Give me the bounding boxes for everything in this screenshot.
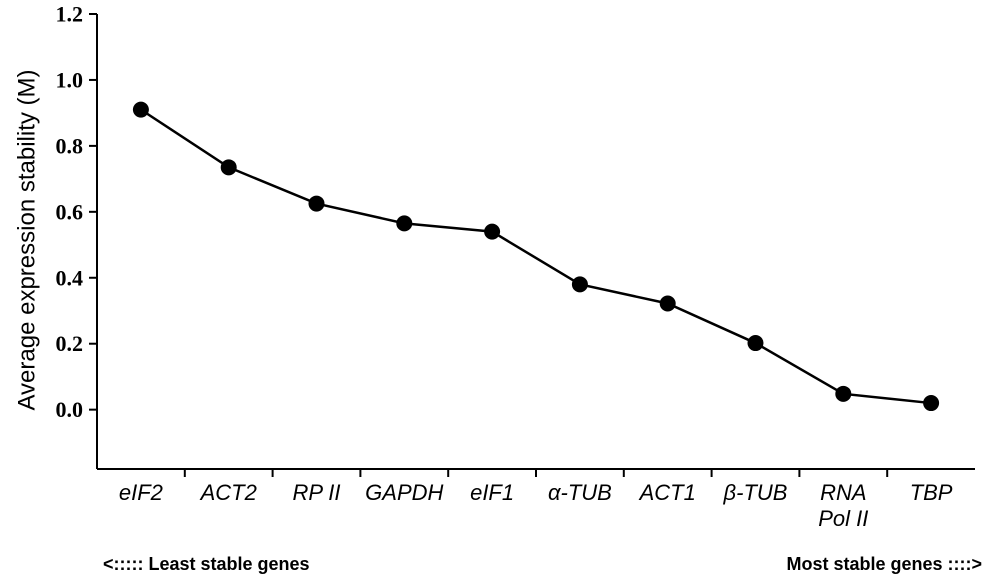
data-point (396, 215, 413, 232)
y-tick-label: 1.2 (56, 2, 84, 27)
series (132, 101, 940, 412)
data-point (571, 276, 588, 293)
y-tick-label: 1.0 (56, 67, 84, 92)
data-point (747, 335, 764, 352)
data-point (220, 159, 237, 176)
y-tick-label: 0.2 (56, 331, 84, 356)
y-tick-label: 0.0 (56, 397, 84, 422)
x-tick-label: GAPDH (365, 480, 443, 505)
x-tick-label: α-TUB (548, 480, 612, 505)
x-ticks: eIF2 ACT2 RP II GAPDH eIF1 α-TUB ACT1 β-TUB RNA P… (119, 469, 953, 531)
series-line (140, 108, 932, 405)
footer-most-stable: Most stable genes ::::> (786, 554, 982, 574)
x-tick-label: eIF1 (470, 480, 514, 505)
x-tick-label: RNA Pol II (818, 480, 868, 531)
data-point (835, 385, 852, 402)
x-tick-label: ACT1 (638, 480, 696, 505)
data-point (659, 295, 676, 312)
y-axis-label: Average expression stability (M) (13, 69, 40, 410)
y-tick-label: 0.6 (56, 199, 84, 224)
x-tick-label: TBP (910, 480, 953, 505)
data-point (923, 395, 940, 412)
x-tick-label: RP II (292, 480, 340, 505)
x-tick-label: eIF2 (119, 480, 163, 505)
x-tick-label: β-TUB (723, 480, 788, 505)
y-tick-label: 0.4 (56, 265, 84, 290)
y-ticks: 1.2 1.0 0.8 0.6 0.4 0.2 0.0 (56, 2, 97, 422)
data-point (484, 223, 501, 240)
y-tick-label: 0.8 (56, 133, 84, 158)
data-point (132, 101, 149, 118)
x-tick-label: ACT2 (199, 480, 257, 505)
data-point (308, 195, 325, 212)
footer-least-stable: <::::: Least stable genes (103, 554, 310, 574)
